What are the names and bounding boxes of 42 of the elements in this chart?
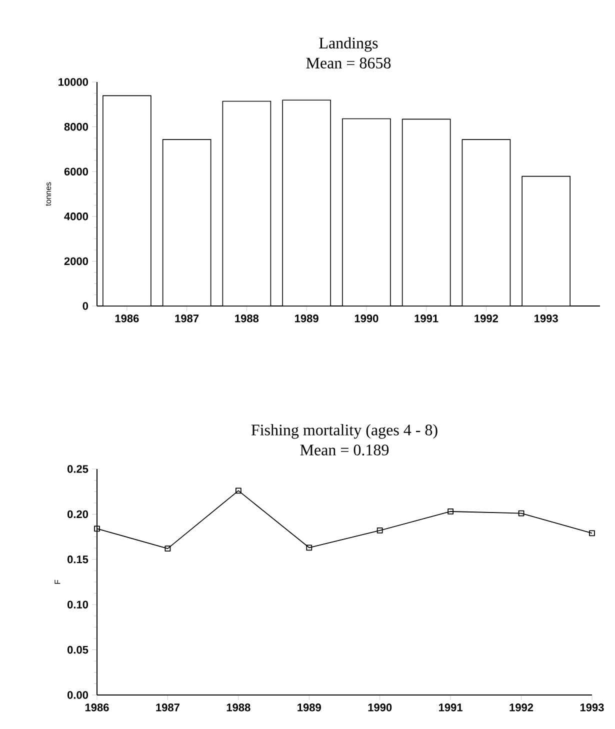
chart-title: Fishing mortality (ages 4 - 8) bbox=[251, 424, 438, 439]
point bbox=[376, 528, 383, 534]
point bbox=[94, 526, 100, 532]
point bbox=[164, 546, 171, 552]
point bbox=[518, 510, 524, 516]
x-tick-label: 1993 bbox=[534, 314, 558, 322]
x-tick-label: 1993 bbox=[580, 704, 604, 712]
y-axis-title: tonnes bbox=[46, 182, 52, 206]
x-tick-label: 1989 bbox=[295, 314, 318, 322]
x-tick-label: 1992 bbox=[474, 314, 498, 322]
y-tick-label: 0 bbox=[82, 302, 88, 310]
y-tick-label: 6000 bbox=[64, 168, 88, 176]
chart-subtitle: Mean = 8658 bbox=[306, 58, 391, 68]
x-tick-label: 1986 bbox=[115, 314, 139, 322]
point bbox=[448, 508, 454, 514]
chart-title: Landings bbox=[319, 37, 378, 52]
point bbox=[589, 530, 595, 536]
x-tick-label: 1988 bbox=[235, 314, 259, 322]
y-tick-label: 0.15 bbox=[67, 556, 88, 564]
x-tick-label: 1990 bbox=[368, 704, 392, 712]
chart-subtitle: Mean = 0.189 bbox=[300, 444, 389, 456]
y-axis-title: F bbox=[54, 580, 60, 584]
x-tick-label: 1988 bbox=[226, 704, 250, 712]
x-tick-label: 1986 bbox=[85, 704, 109, 712]
y-tick-label: 4000 bbox=[64, 212, 88, 220]
point bbox=[306, 544, 312, 551]
x-tick-label: 1991 bbox=[439, 704, 462, 712]
y-tick-label: 2000 bbox=[64, 257, 88, 266]
y-tick-label: 10000 bbox=[58, 78, 88, 86]
x-tick-label: 1989 bbox=[298, 704, 321, 712]
y-tick-label: 0.05 bbox=[67, 646, 88, 654]
y-tick-label: 8000 bbox=[64, 122, 88, 131]
y-tick-label: 0.00 bbox=[67, 691, 88, 699]
x-tick-label: 1987 bbox=[175, 314, 199, 322]
point bbox=[235, 488, 242, 494]
y-tick-label: 0.25 bbox=[67, 465, 88, 473]
y-tick-label: 0.10 bbox=[67, 600, 88, 608]
x-tick-label: 1990 bbox=[354, 314, 378, 322]
x-tick-label: 1991 bbox=[414, 314, 438, 322]
x-tick-label: 1992 bbox=[510, 704, 534, 712]
y-tick-label: 0.20 bbox=[67, 510, 88, 518]
x-tick-label: 1987 bbox=[156, 704, 180, 712]
